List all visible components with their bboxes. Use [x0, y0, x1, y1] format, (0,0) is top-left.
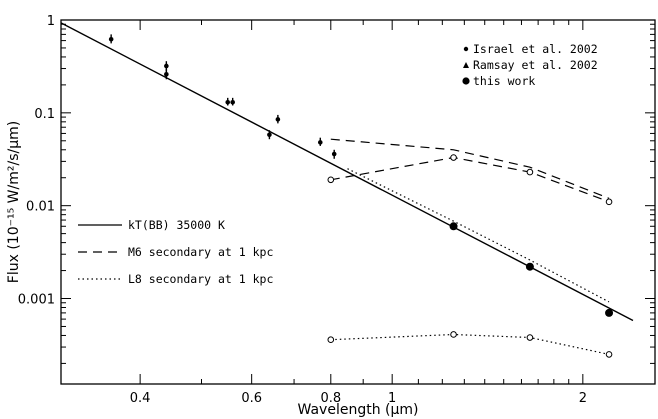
legend-marker-triangle: [463, 62, 469, 68]
series-line-bb-l8-sum: [347, 168, 610, 303]
y-tick-label: 0.01: [26, 200, 55, 215]
y-tick-label: 1: [47, 14, 55, 29]
data-point-filled: [525, 262, 534, 271]
series-line-m6-secondary: [330, 156, 610, 203]
open-circle-point: [605, 198, 613, 206]
series-line-kt-bb-35000-k: [60, 22, 634, 322]
legend-marker-dot: [463, 46, 469, 52]
open-circle-point: [450, 154, 457, 161]
open-circle-point: [327, 176, 335, 184]
data-point-dot: [164, 63, 169, 69]
open-circle-point: [605, 351, 613, 358]
x-tick-label: 0.4: [130, 391, 151, 406]
y-axis-label: Flux (10⁻¹⁵ W/m²/s/μm): [6, 121, 22, 283]
ticks-layer: 0.4 0.6 0.8 1 2 1 0.1 0.01 0.001: [18, 14, 655, 406]
series-layer: [60, 22, 634, 358]
data-point-dot: [275, 117, 281, 122]
legend-label: Ramsay et al. 2002: [473, 58, 598, 72]
open-circle-point: [327, 336, 335, 344]
open-circle-point: [450, 331, 457, 338]
plot-frame: [60, 19, 656, 385]
y-tick-label: 0.1: [34, 107, 55, 122]
data-point-dot: [230, 99, 235, 105]
legend-layer: Israel et al. 2002 Ramsay et al. 2002 this…: [78, 42, 598, 286]
series-line-m6-secondary-upper: [330, 138, 610, 199]
data-point-filled: [449, 222, 458, 231]
legend-label: L8 secondary at 1 kpc: [128, 272, 273, 286]
y-tick-label: 0.001: [18, 293, 55, 308]
data-point-dot: [164, 72, 169, 77]
series-line-l8-secondary: [330, 333, 610, 355]
x-tick-label: 1: [388, 391, 396, 406]
legend-marker-filled-circle: [462, 77, 470, 85]
data-point-dot: [331, 151, 337, 157]
data-point-dot: [225, 99, 231, 105]
data-point-filled: [605, 308, 614, 317]
data-point-dot: [267, 132, 272, 138]
x-tick-label: 0.6: [241, 391, 262, 406]
data-point-dot: [108, 36, 114, 42]
legend-label: M6 secondary at 1 kpc: [128, 245, 273, 259]
legend-label: kT(BB) 35000 K: [128, 218, 225, 232]
legend-label: this work: [473, 74, 535, 88]
open-circle-point: [526, 168, 534, 176]
open-circle-point: [526, 334, 534, 341]
data-point-dot: [317, 140, 323, 145]
x-tick-label: 0.8: [320, 391, 341, 406]
x-axis-label: Wavelength (μm): [298, 402, 419, 418]
legend-label: Israel et al. 2002: [473, 42, 598, 56]
x-tick-label: 2: [579, 391, 587, 406]
